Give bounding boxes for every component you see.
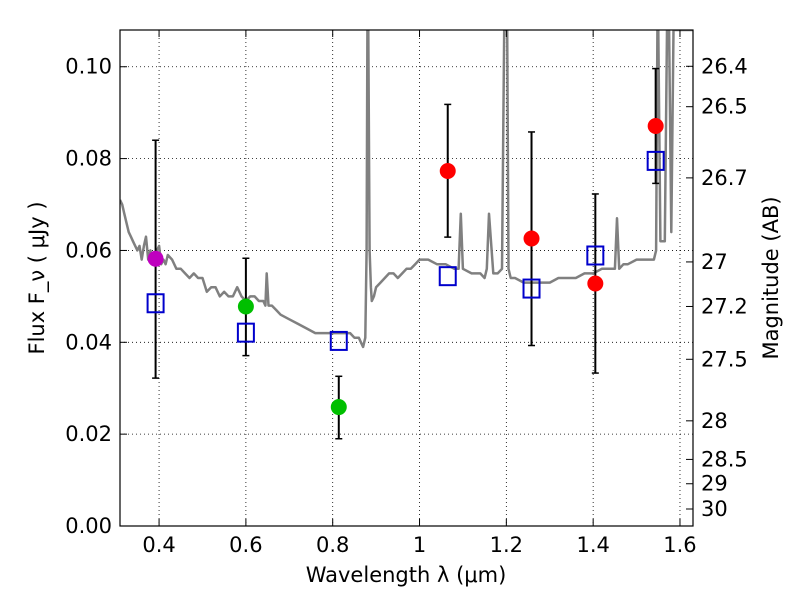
- x-tick-label: 1.4: [576, 533, 609, 557]
- model-photometry-box: [146, 293, 165, 314]
- right-tick-label: 26.4: [701, 54, 748, 78]
- right-tick-label: 28.5: [701, 447, 748, 471]
- x-tick-label: 0.8: [316, 533, 349, 557]
- right-tick-label: 28: [701, 409, 728, 433]
- y-tick-label: 0.06: [65, 238, 112, 262]
- data-point-red: [439, 162, 456, 179]
- model-photometry-box: [646, 150, 665, 171]
- y-tick-label: 0.00: [65, 514, 112, 538]
- data-point-red: [523, 230, 540, 247]
- right-tick-label: 27.2: [701, 294, 748, 318]
- right-tick-label: 29: [701, 472, 728, 496]
- model-photometry-box: [438, 266, 457, 287]
- data-point-red: [647, 117, 664, 134]
- model-photometry-box: [329, 330, 348, 351]
- model-photometry-box: [586, 245, 605, 266]
- data-point-green: [237, 298, 254, 315]
- y-tick-label: 0.08: [65, 147, 112, 171]
- data-point-red: [587, 275, 604, 292]
- right-axis-title: Magnitude (AB): [759, 196, 783, 359]
- plot-frame: [119, 29, 694, 527]
- right-tick-label: 27: [701, 250, 728, 274]
- y-tick-label: 0.02: [65, 422, 112, 446]
- spectrum-line: [120, 30, 693, 349]
- y-tick-label: 0.04: [65, 330, 112, 354]
- x-tick-label: 0.6: [229, 533, 262, 557]
- right-tick-label: 30: [701, 497, 728, 521]
- x-tick-label: 1.6: [663, 533, 696, 557]
- model-photometry-box: [522, 278, 541, 299]
- data-point-green: [330, 399, 347, 416]
- model-box-layer: [146, 150, 665, 351]
- axis-ticks: 0.4 0.6 0.8 1 1.2 1.4 1.6 0.00 0.02 0.04 0.06 0.08 0…: [65, 30, 748, 557]
- x-axis-title: Wavelength λ (μm): [306, 563, 507, 587]
- model-photometry-box: [236, 322, 255, 343]
- y-tick-label: 0.10: [65, 55, 112, 79]
- y-axis-title: Flux F_ν ( μJy ): [25, 201, 50, 354]
- x-tick-label: 1.2: [490, 533, 523, 557]
- x-tick-label: 1: [413, 533, 426, 557]
- x-tick-label: 0.4: [142, 533, 175, 557]
- data-point-magenta: [147, 250, 164, 267]
- right-tick-label: 26.7: [701, 166, 748, 190]
- right-tick-label: 26.5: [701, 95, 748, 119]
- model-spectrum-layer: [120, 30, 693, 349]
- right-tick-label: 27.5: [701, 347, 748, 371]
- observed-points-layer: [147, 117, 664, 416]
